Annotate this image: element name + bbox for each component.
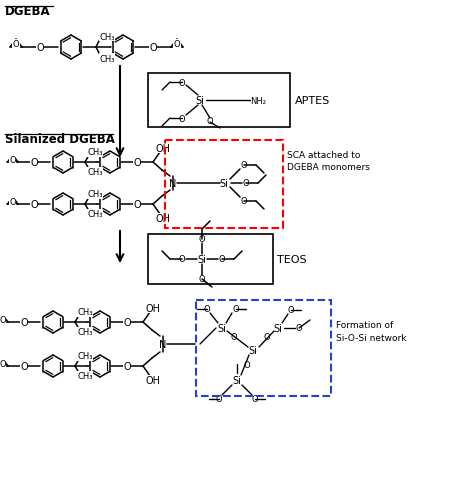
Text: Formation of: Formation of [336,320,393,329]
Text: O: O [0,359,6,368]
Text: O: O [252,395,258,404]
Text: APTES: APTES [295,96,330,106]
Text: O: O [13,40,19,49]
Text: O: O [0,315,6,324]
Text: SCA attached to: SCA attached to [287,151,360,160]
Text: O: O [241,161,247,170]
Text: CH₃: CH₃ [87,190,103,199]
Text: Si: Si [198,254,207,264]
Text: O: O [179,255,185,264]
Text: OH: OH [146,375,161,385]
Text: O: O [241,197,247,206]
Text: O: O [30,200,38,210]
Text: OH: OH [146,303,161,313]
Text: O: O [216,395,222,404]
Text: O: O [288,306,294,315]
Text: O: O [244,361,250,370]
Text: Si: Si [273,324,283,333]
Text: Si: Si [219,179,228,189]
Text: O: O [149,43,157,53]
Text: Si: Si [218,324,227,333]
Text: O: O [9,197,16,206]
Text: Si: Si [233,375,241,385]
Text: CH₃: CH₃ [77,308,93,317]
Text: O: O [199,235,205,244]
Text: O: O [173,40,180,49]
Bar [148,235,273,285]
Text: O: O [230,333,237,342]
Text: O: O [207,117,213,126]
Text: N: N [159,339,167,349]
Text: O: O [123,317,131,327]
Text: NH₂: NH₂ [250,96,266,105]
Bar [196,300,331,396]
Text: Silanized DGEBA: Silanized DGEBA [5,133,115,146]
Text: O: O [30,157,38,168]
Text: CH₃: CH₃ [87,168,103,177]
Text: O: O [263,333,270,342]
Text: O: O [36,43,44,53]
Text: Si: Si [196,96,204,106]
Text: CH₃: CH₃ [77,352,93,361]
Text: O: O [204,305,210,314]
Text: Si: Si [248,345,257,355]
Text: CH₃: CH₃ [87,210,103,219]
Text: DGEBA: DGEBA [5,5,51,18]
Text: O: O [133,157,141,168]
Text: TEOS: TEOS [277,254,307,264]
Bar [148,74,290,128]
Text: OH: OH [155,214,171,224]
Text: DGEBA monomers: DGEBA monomers [287,163,370,172]
Text: OH: OH [155,144,171,154]
Bar [165,141,283,228]
Text: CH₃: CH₃ [77,328,93,337]
Text: O: O [296,324,302,333]
Text: O: O [219,255,225,264]
Text: O: O [179,78,185,87]
Text: CH₃: CH₃ [77,372,93,381]
Text: O: O [123,361,131,371]
Text: O: O [20,317,28,327]
Text: O: O [199,275,205,284]
Text: CH₃: CH₃ [99,33,115,41]
Text: O: O [243,179,249,188]
Text: N: N [169,179,177,189]
Text: O: O [20,361,28,371]
Text: O: O [133,200,141,210]
Text: O: O [233,305,239,314]
Text: O: O [9,156,16,165]
Text: CH₃: CH₃ [99,54,115,63]
Text: Si-O-Si network: Si-O-Si network [336,333,407,342]
Text: O: O [179,114,185,123]
Text: CH₃: CH₃ [87,148,103,157]
